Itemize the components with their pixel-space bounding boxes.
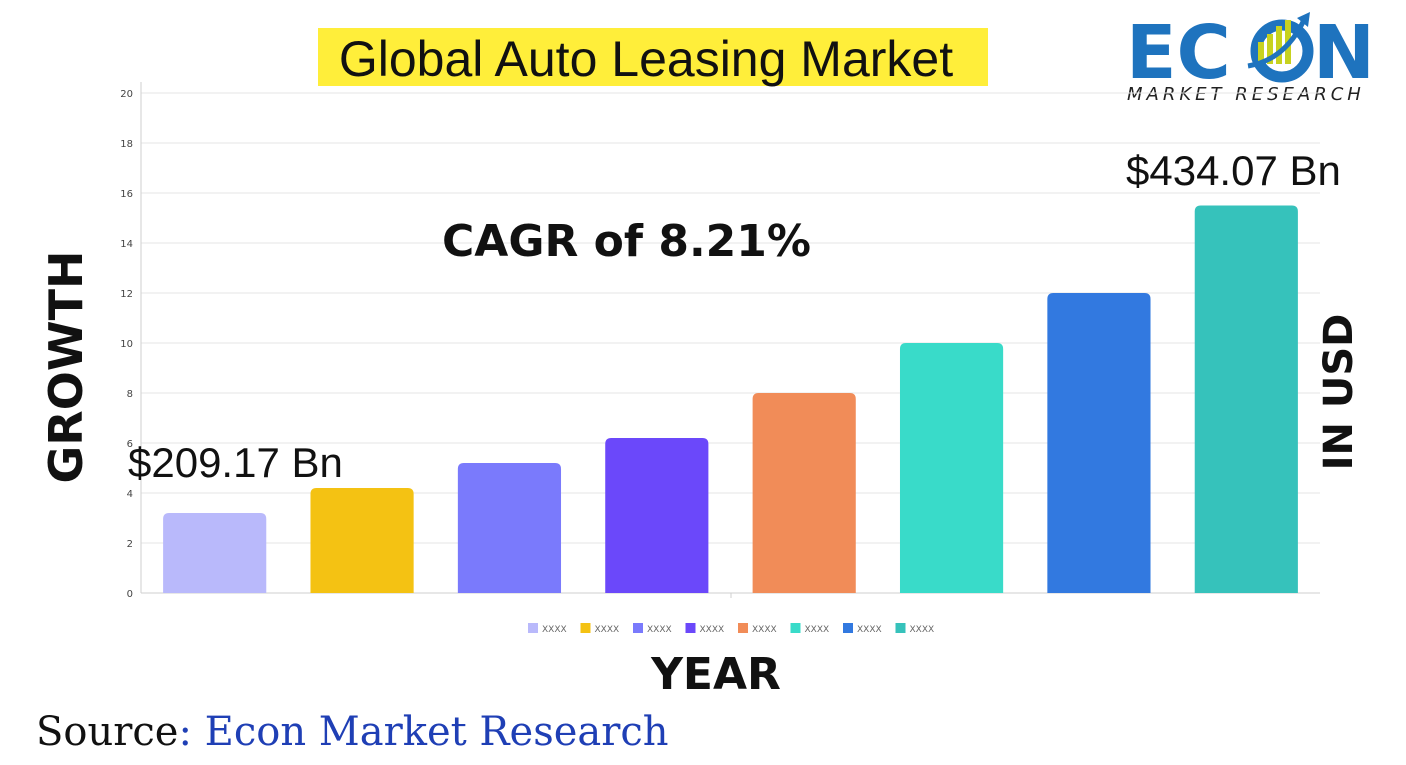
y-tick-label: 14 xyxy=(120,239,133,250)
legend: XXXX XXXX XXXX XXXX XXXX XXXX XXXX XXXX xyxy=(528,623,934,635)
bar xyxy=(310,488,414,593)
y-tick-label: 10 xyxy=(120,339,133,350)
legend-item-label: XXXX xyxy=(595,625,620,635)
legend-swatch xyxy=(528,623,538,633)
bar xyxy=(1194,205,1298,593)
y-tick-label: 4 xyxy=(127,489,133,500)
bar xyxy=(605,438,709,593)
logo: EC N MARKET RESEARCH xyxy=(1126,10,1375,105)
bar xyxy=(752,393,856,593)
legend-swatch xyxy=(685,623,696,633)
bar xyxy=(1047,293,1151,593)
y-tick-label: 2 xyxy=(127,539,133,550)
y-axis-ticks: 0 2 4 6 8 10 12 14 16 18 20 xyxy=(120,89,133,600)
bar xyxy=(899,343,1004,593)
chart-title-group: Global Auto Leasing Market xyxy=(318,28,988,87)
legend-swatch xyxy=(790,623,801,633)
source-label: Source xyxy=(36,709,178,755)
source-name: : Econ Market Research xyxy=(178,709,668,755)
title-highlight xyxy=(318,28,988,86)
y-tick-label: 6 xyxy=(127,439,133,450)
bar xyxy=(163,513,267,593)
cagr-label: CAGR of 8.21% xyxy=(442,216,811,267)
logo-word-left: EC xyxy=(1126,10,1231,96)
y-tick-label: 12 xyxy=(120,289,133,300)
legend-item-label: XXXX xyxy=(542,625,567,635)
legend-swatch xyxy=(580,623,591,633)
legend-swatch xyxy=(633,623,643,633)
legend-item-label: XXXX xyxy=(700,625,725,635)
bar xyxy=(457,463,562,593)
chart-title: Global Auto Leasing Market xyxy=(339,31,953,87)
y-tick-label: 20 xyxy=(120,89,133,100)
start-value-label: $209.17 Bn xyxy=(128,439,343,486)
y-axis-label: GROWTH xyxy=(39,251,93,484)
bars xyxy=(163,205,1298,593)
legend-item-label: XXXX xyxy=(752,625,777,635)
y-tick-label: 18 xyxy=(120,139,133,150)
legend-swatch xyxy=(895,623,906,633)
legend-item-label: XXXX xyxy=(647,625,672,635)
legend-swatch xyxy=(738,623,748,633)
y-tick-label: 16 xyxy=(120,189,133,200)
legend-item-label: XXXX xyxy=(910,625,935,635)
logo-o-chart-icon xyxy=(1247,12,1314,83)
logo-subtitle: MARKET RESEARCH xyxy=(1127,84,1365,105)
legend-swatch xyxy=(843,623,853,633)
legend-item-label: XXXX xyxy=(805,625,830,635)
logo-word-right: N xyxy=(1313,10,1375,96)
y-tick-label: 8 xyxy=(127,389,133,400)
end-value-label: $434.07 Bn xyxy=(1126,147,1341,194)
y-tick-label: 0 xyxy=(127,589,133,600)
source-line: Source: Econ Market Research xyxy=(36,709,669,755)
legend-item-label: XXXX xyxy=(857,625,882,635)
x-axis-label: YEAR xyxy=(650,649,781,700)
right-axis-label: IN USD xyxy=(1316,314,1362,471)
